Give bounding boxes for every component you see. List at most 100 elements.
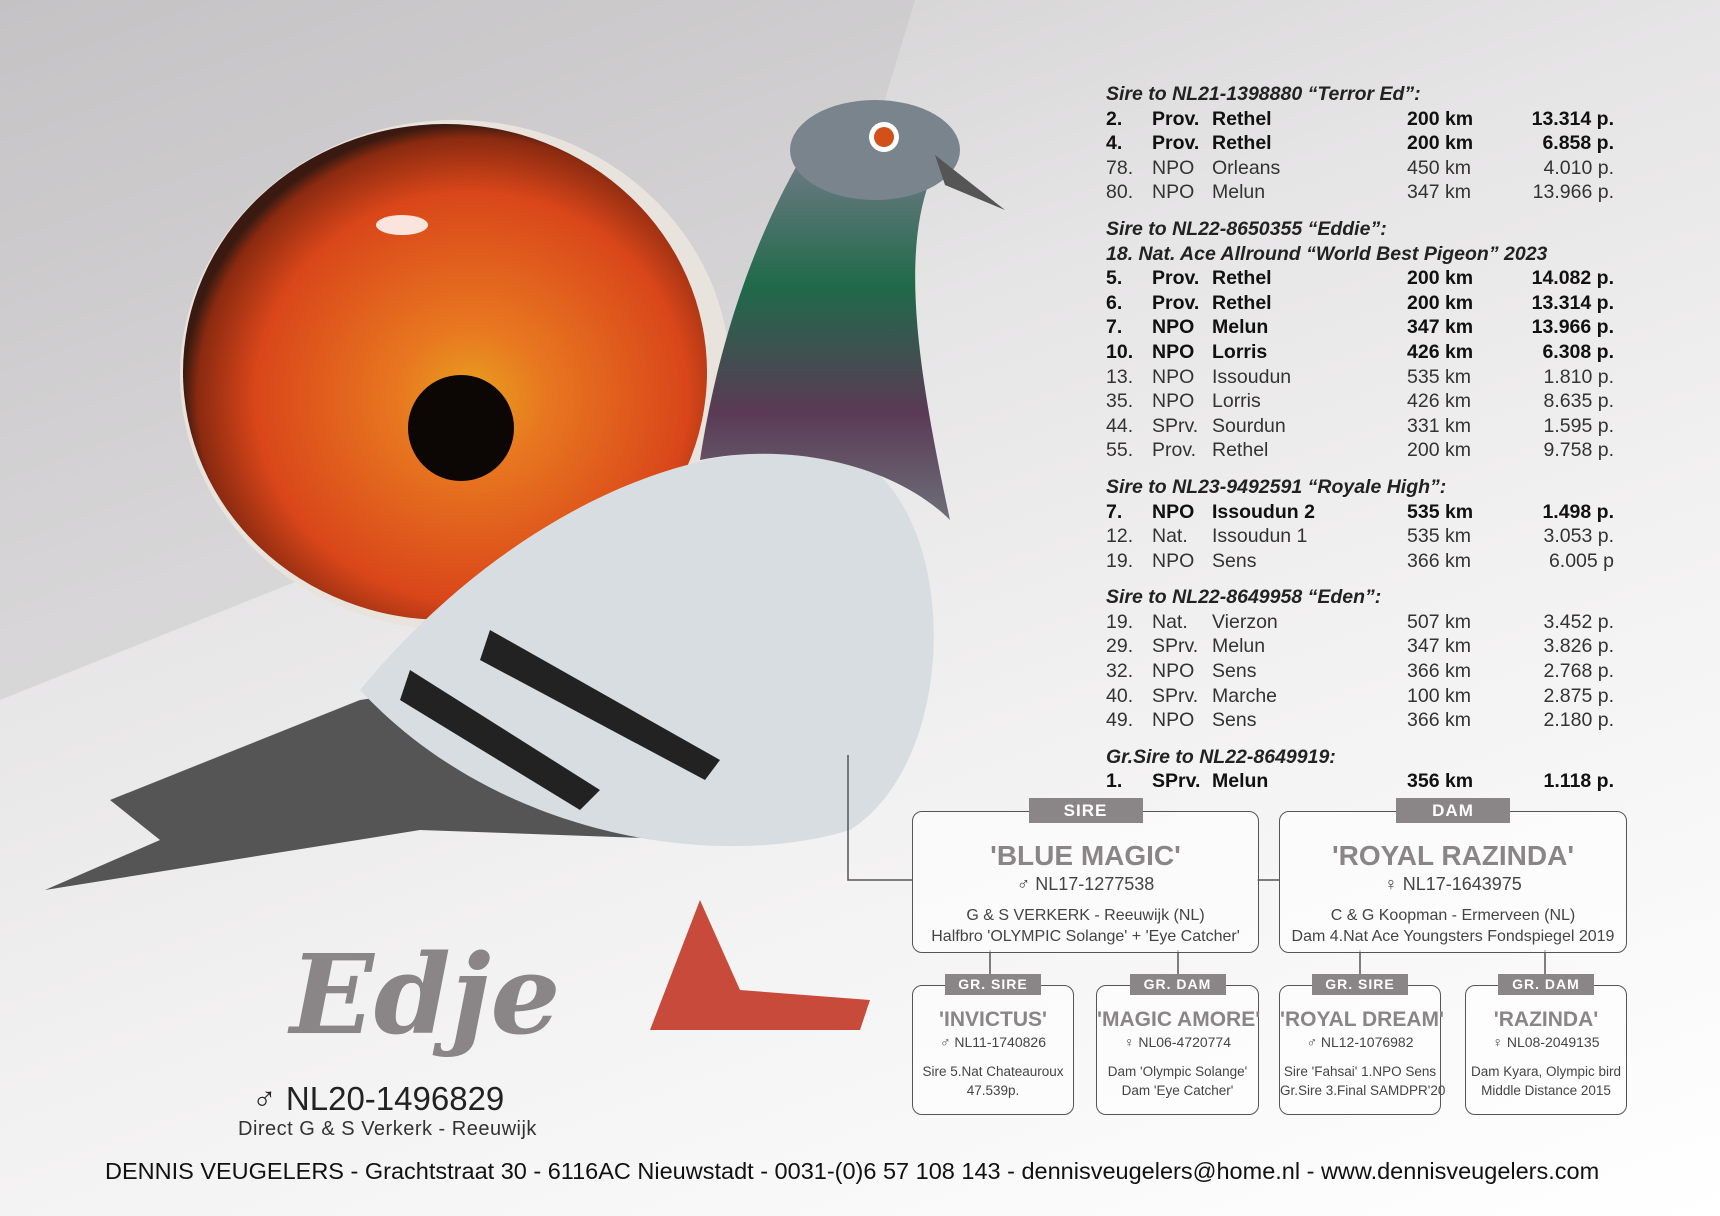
pedigree-notes: Sire 'Fahsai' 1.NPO Sens Gr.Sire 3.Final … bbox=[1280, 1062, 1445, 1100]
pedigree-ring: ♂ NL12-1076982 bbox=[1306, 1034, 1414, 1050]
result-row: 49. NPO Sens 366 km 2.180 p. bbox=[1106, 708, 1614, 733]
result-cell: 3.452 p. bbox=[1543, 610, 1614, 633]
pedigree-tag: SIRE bbox=[1028, 798, 1143, 823]
pedigree-note: Middle Distance 2015 bbox=[1481, 1083, 1611, 1098]
footer: DENNIS VEUGELERS - Grachtstraat 30 - 611… bbox=[105, 1158, 1600, 1184]
result-cell: NPO bbox=[1152, 709, 1195, 732]
result-cell: NPO bbox=[1152, 660, 1195, 683]
result-row: 7. NPO Melun 347 km 13.966 p. bbox=[1106, 315, 1614, 340]
pedigree-name: 'INVICTUS' bbox=[939, 1008, 1047, 1031]
pedigree-note: G & S VERKERK - Reeuwijk (NL) bbox=[966, 907, 1205, 924]
result-cell: 1.595 p. bbox=[1543, 414, 1614, 437]
result-row: 40. SPrv. Marche 100 km 2.875 p. bbox=[1106, 684, 1614, 709]
result-row: 35. NPO Lorris 426 km 8.635 p. bbox=[1106, 389, 1614, 414]
pigeon-neck bbox=[700, 160, 950, 520]
result-cell: Rethel bbox=[1212, 439, 1269, 462]
result-cell: SPrv. bbox=[1152, 770, 1201, 793]
result-cell: 8.635 p. bbox=[1543, 390, 1614, 413]
result-cell: 19. bbox=[1106, 610, 1134, 633]
pedigree-notes: G & S VERKERK - Reeuwijk (NL) Halfbro 'OL… bbox=[913, 905, 1258, 947]
pedigree-name: 'MAGIC AMORE' bbox=[1097, 1008, 1261, 1031]
result-cell: Sens bbox=[1212, 709, 1257, 732]
result-cell: Orleans bbox=[1212, 156, 1281, 179]
result-row: 6. Prov. Rethel 200 km 13.314 p. bbox=[1106, 291, 1614, 316]
result-cell: 200 km bbox=[1407, 267, 1474, 290]
result-row: 80. NPO Melun 347 km 13.966 p. bbox=[1106, 180, 1614, 205]
result-cell: Rethel bbox=[1212, 132, 1272, 155]
result-cell: Rethel bbox=[1212, 267, 1272, 290]
result-group: Sire to NL21-1398880 “Terror Ed”: 2. Prov.… bbox=[1106, 82, 1614, 205]
result-cell: 40. bbox=[1106, 684, 1134, 707]
result-cell: 19. bbox=[1106, 549, 1134, 572]
result-cell: Sens bbox=[1212, 660, 1257, 683]
pigeon-eye bbox=[874, 127, 894, 147]
result-cell: 13.314 p. bbox=[1531, 107, 1614, 130]
pedigree-box: GR. DAM 'RAZINDA' ♀ NL08-2049135 Dam Kyara,… bbox=[1465, 974, 1627, 1115]
result-cell: Nat. bbox=[1152, 525, 1188, 548]
result-row: 13. NPO Issoudun 535 km 1.810 p. bbox=[1106, 365, 1614, 390]
pedigree-ring: ♀ NL17-1643975 bbox=[1384, 874, 1522, 894]
pigeon-beak bbox=[935, 155, 1005, 210]
pedigree-ring: ♀ NL06-4720774 bbox=[1123, 1034, 1232, 1050]
result-cell: 4. bbox=[1106, 132, 1123, 155]
result-cell: 450 km bbox=[1407, 156, 1471, 179]
result-cell: 6.308 p. bbox=[1542, 340, 1614, 363]
result-cell: 100 km bbox=[1407, 684, 1471, 707]
result-cell: 6.005 p bbox=[1548, 549, 1614, 572]
result-cell: 535 km bbox=[1407, 500, 1474, 523]
pigeon-head bbox=[790, 100, 960, 200]
result-cell: Lorris bbox=[1212, 340, 1268, 363]
pedigree-notes: Sire 5.Nat Chateauroux 47.539p. bbox=[913, 1062, 1073, 1100]
result-cell: 9.758 p. bbox=[1543, 439, 1614, 462]
result-row: 19. NPO Sens 366 km 6.005 p bbox=[1106, 549, 1614, 574]
result-cell: 1.118 p. bbox=[1543, 770, 1614, 793]
result-cell: Prov. bbox=[1152, 291, 1200, 314]
result-cell: 3.826 p. bbox=[1543, 635, 1614, 658]
result-row: 7. NPO Issoudun 2 535 km 1.498 p. bbox=[1106, 500, 1614, 525]
result-cell: 7. bbox=[1106, 500, 1123, 523]
result-cell: 2.875 p. bbox=[1543, 684, 1614, 707]
result-cell: 426 km bbox=[1407, 390, 1471, 413]
pedigree-note: Dam 'Eye Catcher' bbox=[1121, 1083, 1234, 1098]
pedigree-ring: ♂ NL11-1740826 bbox=[940, 1034, 1046, 1050]
result-heading: Sire to NL21-1398880 “Terror Ed”: bbox=[1106, 83, 1421, 105]
pedigree-connectors bbox=[847, 755, 1546, 985]
pigeon-name: Edje bbox=[290, 930, 561, 1059]
result-cell: 80. bbox=[1106, 181, 1134, 204]
result-cell: NPO bbox=[1152, 549, 1195, 572]
result-cell: 2.180 p. bbox=[1543, 709, 1614, 732]
result-cell: 7. bbox=[1106, 316, 1123, 339]
result-cell: Nat. bbox=[1152, 610, 1188, 633]
result-cell: Melun bbox=[1212, 635, 1266, 658]
pedigree-name: 'ROYAL DREAM' bbox=[1280, 1008, 1445, 1031]
result-row: 29. SPrv. Melun 347 km 3.826 p. bbox=[1106, 634, 1614, 659]
result-cell: 535 km bbox=[1407, 365, 1471, 388]
result-cell: SPrv. bbox=[1152, 684, 1199, 707]
result-row: 10. NPO Lorris 426 km 6.308 p. bbox=[1106, 340, 1614, 365]
result-group: Gr.Sire to NL22-8649919: 1. SPrv. Melun 356 … bbox=[1106, 745, 1614, 794]
pigeon-feet bbox=[650, 900, 870, 1030]
result-cell: Issoudun bbox=[1212, 365, 1292, 388]
result-row: 44. SPrv. Sourdun 331 km 1.595 p. bbox=[1106, 414, 1614, 439]
result-cell: Melun bbox=[1212, 316, 1269, 339]
eye-highlight bbox=[376, 215, 428, 235]
result-cell: 13.314 p. bbox=[1531, 291, 1614, 314]
result-cell: 366 km bbox=[1407, 549, 1471, 572]
result-cell: 200 km bbox=[1407, 132, 1474, 155]
result-cell: 13. bbox=[1106, 365, 1134, 388]
pedigree-note: Sire 5.Nat Chateauroux bbox=[922, 1064, 1064, 1079]
result-cell: Vierzon bbox=[1212, 610, 1278, 633]
result-cell: 1. bbox=[1106, 770, 1123, 793]
result-row: 32. NPO Sens 366 km 2.768 p. bbox=[1106, 659, 1614, 684]
result-cell: 200 km bbox=[1407, 107, 1474, 130]
result-cell: Prov. bbox=[1152, 107, 1200, 130]
result-cell: 347 km bbox=[1407, 181, 1471, 204]
result-cell: 426 km bbox=[1407, 340, 1474, 363]
result-cell: SPrv. bbox=[1152, 635, 1199, 658]
pedigree-tag: GR. DAM bbox=[1129, 974, 1226, 995]
result-cell: Rethel bbox=[1212, 291, 1272, 314]
result-cell: Melun bbox=[1212, 181, 1266, 204]
pedigree-tag: GR. SIRE bbox=[945, 974, 1041, 995]
result-cell: 1.810 p. bbox=[1543, 365, 1614, 388]
